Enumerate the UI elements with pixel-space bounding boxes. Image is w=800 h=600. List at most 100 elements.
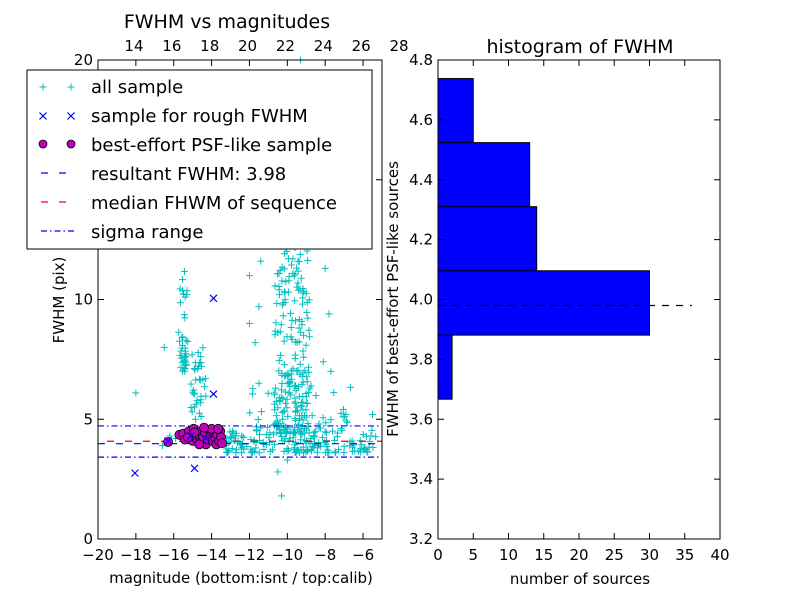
all-sample-point xyxy=(272,319,280,327)
all-sample-point xyxy=(295,324,303,332)
all-sample-point xyxy=(304,257,312,265)
hist-x-tick-label: 40 xyxy=(710,546,729,564)
all-sample-point xyxy=(343,419,351,427)
all-sample-point xyxy=(295,316,303,324)
all-sample-point xyxy=(310,433,318,441)
all-sample-point xyxy=(228,444,236,452)
all-sample-point xyxy=(304,420,312,428)
all-sample-point xyxy=(132,389,140,397)
all-sample-point xyxy=(262,441,270,449)
all-sample-point xyxy=(195,375,203,383)
all-sample-point xyxy=(264,389,272,397)
all-sample-point xyxy=(187,403,195,411)
all-sample-point xyxy=(181,367,189,375)
legend-label-rough-sample: sample for rough FWHM xyxy=(91,106,308,127)
rough-sample-point-b xyxy=(164,436,172,445)
all-sample-point xyxy=(249,385,257,393)
all-sample-point xyxy=(180,311,188,319)
all-sample-point xyxy=(184,338,192,346)
all-sample-point xyxy=(176,351,184,359)
legend-x-marker-b xyxy=(67,112,75,120)
all-sample-point xyxy=(195,409,203,417)
all-sample-point xyxy=(295,258,303,266)
x-tick-label: −6 xyxy=(352,546,374,564)
all-sample-point xyxy=(298,402,306,410)
all-sample-point xyxy=(340,442,348,450)
all-sample-point xyxy=(296,251,304,259)
top-axis-tick-label: 26 xyxy=(352,37,371,55)
all-sample-point xyxy=(292,408,300,416)
all-sample-point xyxy=(188,351,196,359)
all-sample-point xyxy=(196,359,204,367)
all-sample-point xyxy=(291,297,299,305)
x-tick-label: −20 xyxy=(82,546,114,564)
all-sample-point xyxy=(322,429,330,437)
all-sample-point xyxy=(285,446,293,454)
all-sample-point xyxy=(228,427,236,435)
all-sample-point xyxy=(274,468,282,476)
top-axis-tick-label: 14 xyxy=(124,37,143,55)
all-sample-point xyxy=(294,286,302,294)
hist-x-tick-label: 10 xyxy=(499,546,518,564)
legend-entry-rough-sample: sample for rough FWHM xyxy=(39,106,308,127)
hist-x-tick-label: 25 xyxy=(605,546,624,564)
all-sample-point xyxy=(178,334,186,342)
all-sample-point xyxy=(177,354,185,362)
all-sample-point xyxy=(255,303,263,311)
all-sample-point xyxy=(291,448,299,456)
all-sample-point xyxy=(278,277,286,285)
legend-circle-marker-a xyxy=(38,139,48,149)
all-sample-point xyxy=(197,396,205,404)
all-sample-point xyxy=(248,447,256,455)
all-sample-point xyxy=(182,361,190,369)
all-sample-point xyxy=(367,432,375,440)
legend-x-marker-icon xyxy=(39,112,75,120)
all-sample-point xyxy=(304,314,312,322)
all-sample-point xyxy=(179,333,187,341)
all-sample-point xyxy=(280,265,288,273)
all-sample-point xyxy=(285,288,293,296)
legend-entry-resultant-fwhm: resultant FWHM: 3.98 xyxy=(41,164,286,185)
all-sample-point xyxy=(280,427,288,435)
histogram-tick-layer: 0 5 10 15 20 25 30 35 40 3.2 3.4 3.6 3.8 4.0 4.2 4.4 4.6… xyxy=(409,51,729,564)
all-sample-point xyxy=(275,357,283,365)
all-sample-point xyxy=(291,351,299,359)
all-sample-point xyxy=(194,349,202,357)
all-sample-point xyxy=(276,398,284,406)
top-axis-tick-label: 16 xyxy=(162,37,181,55)
all-sample-point xyxy=(276,420,284,428)
all-sample-point xyxy=(272,412,280,420)
top-axis-tick-label: 22 xyxy=(276,37,295,55)
all-sample-point xyxy=(255,449,263,457)
legend-circle-marker-icon xyxy=(38,139,76,149)
hist-x-tick-label: 15 xyxy=(534,546,553,564)
rough-sample-point xyxy=(186,432,195,440)
all-sample-point xyxy=(303,298,311,306)
all-sample-point xyxy=(356,445,364,453)
all-sample-point xyxy=(369,443,377,451)
y-tick-label: 10 xyxy=(74,291,93,309)
legend-label-sigma-range: sigma range xyxy=(91,222,203,243)
rough-sample-point xyxy=(209,294,218,303)
histogram-title: histogram of FWHM xyxy=(486,36,673,58)
x-tick-label: −12 xyxy=(234,546,266,564)
histogram-bar xyxy=(437,142,531,208)
all-sample-point xyxy=(190,365,198,373)
all-sample-point xyxy=(364,448,372,456)
all-sample-point xyxy=(296,370,304,378)
all-sample-point xyxy=(223,449,231,457)
all-sample-point xyxy=(278,379,286,387)
all-sample-point xyxy=(291,428,299,436)
all-sample-point xyxy=(240,445,248,453)
rough-sample-point-b xyxy=(201,434,210,443)
all-sample-point xyxy=(299,347,307,355)
all-sample-point xyxy=(182,336,190,344)
all-sample-point xyxy=(321,438,329,446)
rough-sample-point xyxy=(209,390,218,399)
all-sample-point xyxy=(272,384,280,392)
hist-y-tick-label: 3.4 xyxy=(409,470,433,488)
psf-sample-point xyxy=(213,423,224,434)
top-axis-tick-label: 28 xyxy=(389,37,408,55)
hist-y-tick-label: 4.0 xyxy=(409,291,433,309)
